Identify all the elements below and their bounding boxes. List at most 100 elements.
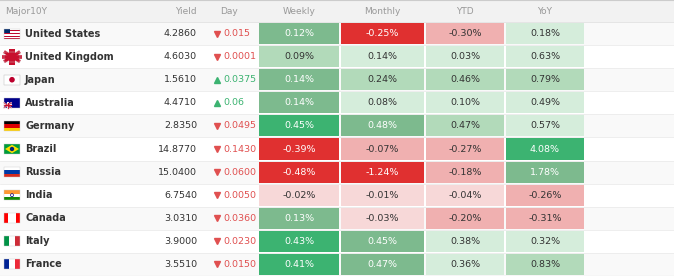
Text: -0.18%: -0.18% [448,168,482,177]
Bar [4,259,9,269]
Bar [0,114,674,137]
Bar [4,29,20,30]
Bar [426,115,504,136]
Text: 0.57%: 0.57% [530,121,560,130]
Text: 0.18%: 0.18% [530,29,560,38]
Text: France: France [25,259,62,269]
Bar [4,213,8,223]
Bar [259,231,339,252]
Bar [4,98,20,108]
Text: 0.14%: 0.14% [284,75,314,84]
Text: India: India [25,190,53,200]
Bar [426,139,504,160]
Text: Russia: Russia [25,167,61,177]
Bar [506,139,584,160]
Text: 3.0310: 3.0310 [164,214,197,223]
Bar [4,128,20,131]
Bar [4,190,20,200]
Bar [4,28,10,33]
Text: -0.39%: -0.39% [282,145,315,153]
Bar [0,45,674,68]
Text: Japan: Japan [25,75,56,85]
Text: Weekly: Weekly [282,7,315,15]
Text: 0.83%: 0.83% [530,260,560,269]
Bar [259,69,339,90]
Text: 0.45%: 0.45% [284,121,314,130]
Text: Major10Y: Major10Y [5,7,47,15]
Text: Day: Day [220,7,238,15]
Text: 0.43%: 0.43% [284,237,314,246]
Text: -0.04%: -0.04% [448,191,482,200]
Bar [4,28,20,39]
Text: 4.4710: 4.4710 [164,98,197,107]
Text: 0.36%: 0.36% [450,260,480,269]
Bar [4,32,20,33]
Bar [4,259,20,269]
Bar [506,231,584,252]
Bar [0,91,674,114]
Bar [506,185,584,206]
Bar [506,69,584,90]
Circle shape [9,77,15,83]
Bar [506,46,584,67]
Bar [16,213,20,223]
Bar [259,139,339,160]
Text: -0.01%: -0.01% [366,191,399,200]
Bar [259,208,339,229]
Bar [4,28,20,39]
Bar [15,236,20,246]
Text: 6.7540: 6.7540 [164,191,197,200]
Text: -0.25%: -0.25% [366,29,399,38]
Text: 1.78%: 1.78% [530,168,560,177]
Text: -0.03%: -0.03% [366,214,399,223]
Text: 0.49%: 0.49% [530,98,560,107]
Text: 0.0360: 0.0360 [223,214,256,223]
Bar [4,124,20,128]
Text: -1.24%: -1.24% [366,168,399,177]
Text: Germany: Germany [25,121,74,131]
Bar [4,35,20,36]
Bar [341,92,424,113]
Text: YTD: YTD [456,7,474,15]
Bar [4,174,20,177]
Text: 0.48%: 0.48% [367,121,398,130]
Bar [341,115,424,136]
Text: 15.0400: 15.0400 [158,168,197,177]
Bar [506,115,584,136]
Text: 2.8350: 2.8350 [164,121,197,130]
Bar [4,144,20,154]
Text: 0.015: 0.015 [223,29,250,38]
Bar [426,92,504,113]
Bar [4,75,20,85]
Text: 4.2860: 4.2860 [164,29,197,38]
Bar [259,46,339,67]
Text: 1.5610: 1.5610 [164,75,197,84]
Bar [0,161,674,184]
Bar [9,236,15,246]
Bar [259,115,339,136]
Text: -0.30%: -0.30% [448,29,482,38]
Bar [4,236,20,246]
Text: 0.45%: 0.45% [367,237,398,246]
Text: 0.0230: 0.0230 [223,237,256,246]
Bar [259,254,339,275]
Bar [506,92,584,113]
Bar [4,236,9,246]
Text: 0.10%: 0.10% [450,98,480,107]
Bar [4,33,20,34]
Bar [4,37,20,38]
Text: -0.31%: -0.31% [528,214,561,223]
Bar [4,193,20,197]
Bar [4,213,20,223]
Bar [4,167,20,177]
Text: 0.24%: 0.24% [367,75,398,84]
Text: YoY: YoY [537,7,553,15]
Bar [4,121,20,131]
Text: 0.47%: 0.47% [367,260,398,269]
Bar [9,259,15,269]
Text: Canada: Canada [25,213,66,223]
Text: Monthly: Monthly [365,7,400,15]
Text: 0.0375: 0.0375 [223,75,256,84]
Bar [259,185,339,206]
Bar [506,161,584,183]
